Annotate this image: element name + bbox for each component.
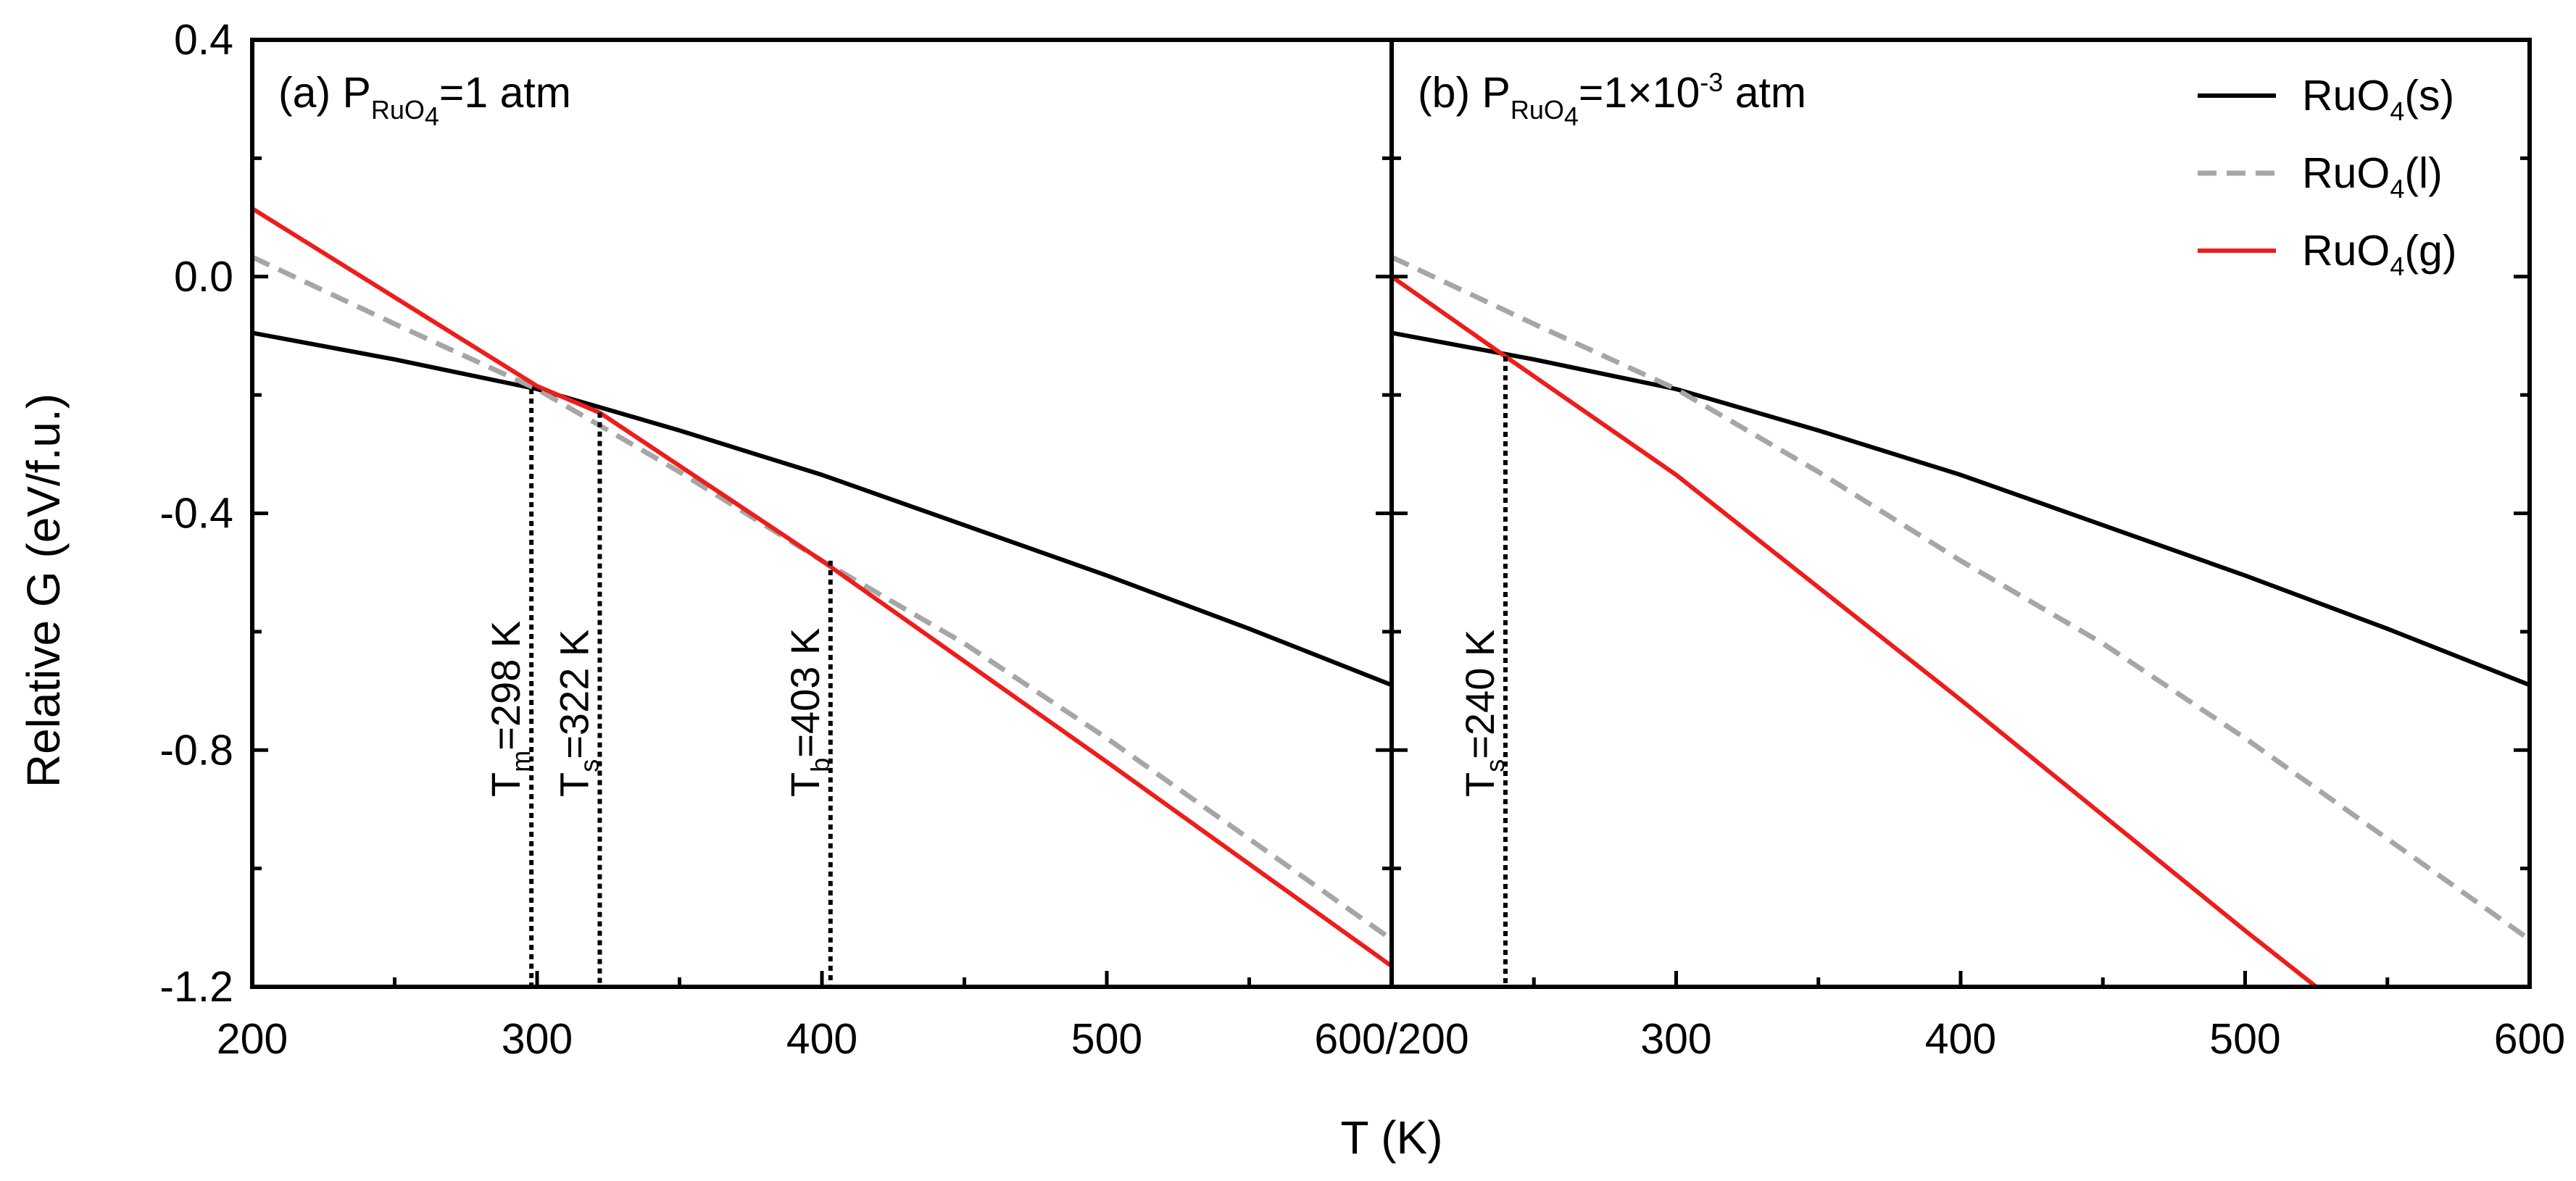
- y-tick-label-1: -0.8: [159, 726, 233, 774]
- legend-label-base: RuO: [2302, 149, 2390, 197]
- legend-label-1: RuO4(l): [2302, 149, 2443, 204]
- marker-label-a-2: Tb=403 K: [782, 628, 835, 797]
- marker-label-a-0: Tm=298 K: [483, 621, 536, 797]
- marker-label-sub: m: [506, 751, 536, 772]
- panel-title-sub2: 4: [1564, 101, 1579, 131]
- x-tick-label-b-300: 300: [1640, 1015, 1711, 1063]
- y-tick-label-0: -1.2: [159, 963, 233, 1011]
- marker-label-main: T: [782, 772, 828, 797]
- legend-label-base: RuO: [2302, 72, 2390, 120]
- x-tick-label-a-300: 300: [502, 1015, 573, 1063]
- marker-label-a-1: Ts=322 K: [552, 630, 604, 797]
- series-line-b-1: [1390, 254, 2532, 942]
- series-layer: [251, 206, 2532, 989]
- panel-title-prefix: (a) P: [278, 69, 371, 117]
- legend-label-sub: 4: [2390, 96, 2404, 126]
- legend-label-tail: (g): [2404, 227, 2456, 275]
- series-line-a-2: [251, 206, 1393, 968]
- marker-label-sub: b: [805, 758, 835, 772]
- marker-label-main: T: [1457, 772, 1503, 797]
- marker-label-tail: =298 K: [483, 621, 528, 751]
- marker-label-sub: s: [575, 759, 604, 772]
- marker-label-tail: =240 K: [1457, 630, 1503, 759]
- series-line-a-1: [251, 254, 1394, 942]
- x-tick-label-a-200: 200: [217, 1015, 288, 1063]
- panel-title-sub2: 4: [425, 101, 439, 131]
- legend-label-2: RuO4(g): [2302, 227, 2456, 281]
- panel-title-sub: RuO: [1511, 95, 1564, 125]
- legend-label-base: RuO: [2302, 227, 2390, 275]
- panel-title-suffix: =1 atm: [439, 69, 571, 117]
- x-tick-label-b-600: 600: [2494, 1015, 2565, 1063]
- marker-label-sub: s: [1480, 759, 1510, 772]
- legend-label-sub: 4: [2390, 251, 2404, 281]
- series-line-a-0: [252, 330, 1393, 688]
- x-tick-label-a-400: 400: [786, 1015, 857, 1063]
- marker-label-tail: =322 K: [552, 630, 597, 759]
- legend-label-0: RuO4(s): [2302, 72, 2454, 126]
- x-axis-label: T (K): [1340, 1111, 1442, 1164]
- axes-layer: [250, 38, 2532, 989]
- y-tick-label-3: 0.0: [174, 253, 233, 301]
- x-tick-label-b-400: 400: [1925, 1015, 1996, 1063]
- legend: RuO4(s)RuO4(l)RuO4(g): [2198, 72, 2456, 281]
- x-tick-label-a-500: 500: [1071, 1015, 1142, 1063]
- panel-title-end: atm: [1723, 69, 1806, 117]
- marker-label-tail: =403 K: [782, 628, 828, 758]
- y-tick-label-2: -0.4: [159, 490, 233, 538]
- series-line-b-0: [1391, 330, 2531, 688]
- panel-title-a: (a) PRuO4=1 atm: [278, 69, 571, 131]
- x-tick-label-a-600: 600/200: [1314, 1015, 1468, 1063]
- marker-label-main: T: [483, 772, 528, 797]
- panel-title-sup: -3: [1700, 67, 1723, 97]
- x-tick-label-b-500: 500: [2209, 1015, 2280, 1063]
- panel-title-b: (b) PRuO4=1×10-3 atm: [1418, 67, 1806, 131]
- y-tick-label-4: 0.4: [174, 16, 233, 64]
- marker-label-b-0: Ts=240 K: [1457, 630, 1510, 797]
- legend-label-tail: (l): [2404, 149, 2442, 197]
- panel-title-sub: RuO: [371, 95, 425, 125]
- markers-layer: [529, 356, 1508, 987]
- series-line-b-2: [1390, 275, 2318, 989]
- panel-title-suffix: =1×10: [1579, 69, 1700, 117]
- y-axis-label: Relative G (eV/f.u.): [17, 393, 70, 788]
- panel-title-prefix: (b) P: [1418, 69, 1511, 117]
- legend-label-sub: 4: [2390, 174, 2404, 204]
- legend-label-tail: (s): [2404, 72, 2454, 120]
- marker-label-main: T: [552, 772, 597, 797]
